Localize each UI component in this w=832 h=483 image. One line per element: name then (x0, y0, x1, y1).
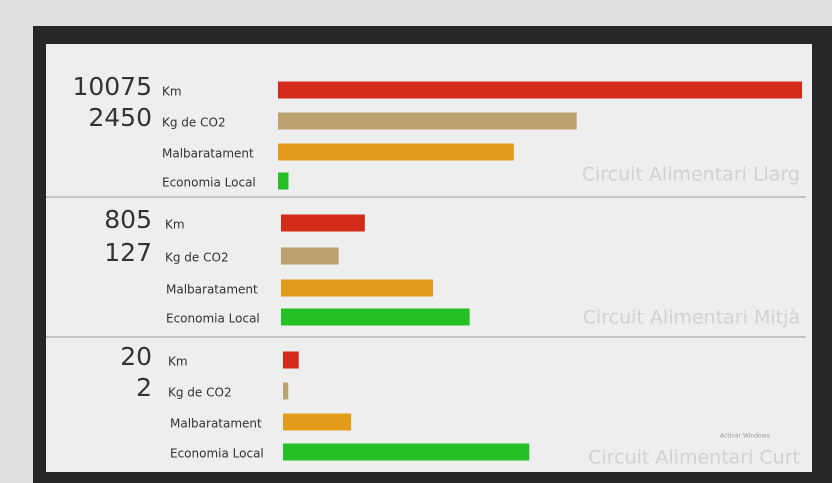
bar (281, 309, 470, 326)
photo: Activar Windows Circuit Alimentari Llarg… (0, 0, 832, 483)
bar (278, 144, 514, 161)
bar (281, 248, 339, 265)
category-label: Kg de CO2 (162, 116, 226, 130)
bar (278, 113, 577, 130)
category-label: Km (168, 355, 188, 369)
category-label: Malbaratament (170, 417, 262, 431)
category-label: Malbaratament (166, 283, 258, 297)
category-label: Kg de CO2 (168, 386, 232, 400)
category-label: Economia Local (162, 176, 256, 190)
screen (46, 44, 812, 472)
bar (283, 383, 288, 400)
category-label: Economia Local (170, 447, 264, 461)
category-label: Economia Local (166, 312, 260, 326)
bar (281, 280, 433, 297)
bar (283, 352, 299, 369)
figure-value: 805 (104, 205, 152, 234)
bar (283, 414, 351, 431)
figure-value: 2450 (88, 103, 152, 132)
category-label: Km (162, 85, 182, 99)
figure-value: 127 (104, 238, 152, 267)
bar (278, 82, 802, 99)
panel-title: Circuit Alimentari Mitjà (583, 307, 800, 329)
watermark: Activar Windows (720, 433, 770, 440)
figure-value: 10075 (72, 72, 152, 101)
category-label: Kg de CO2 (165, 251, 229, 265)
panel-title: Circuit Alimentari Llarg (582, 164, 800, 186)
figure-value: 2 (136, 373, 152, 402)
bar (281, 215, 365, 232)
category-label: Km (165, 218, 185, 232)
category-label: Malbaratament (162, 147, 254, 161)
bar (278, 173, 288, 190)
panel-title: Circuit Alimentari Curt (588, 447, 800, 469)
figure-value: 20 (120, 342, 152, 371)
bar (283, 444, 529, 461)
